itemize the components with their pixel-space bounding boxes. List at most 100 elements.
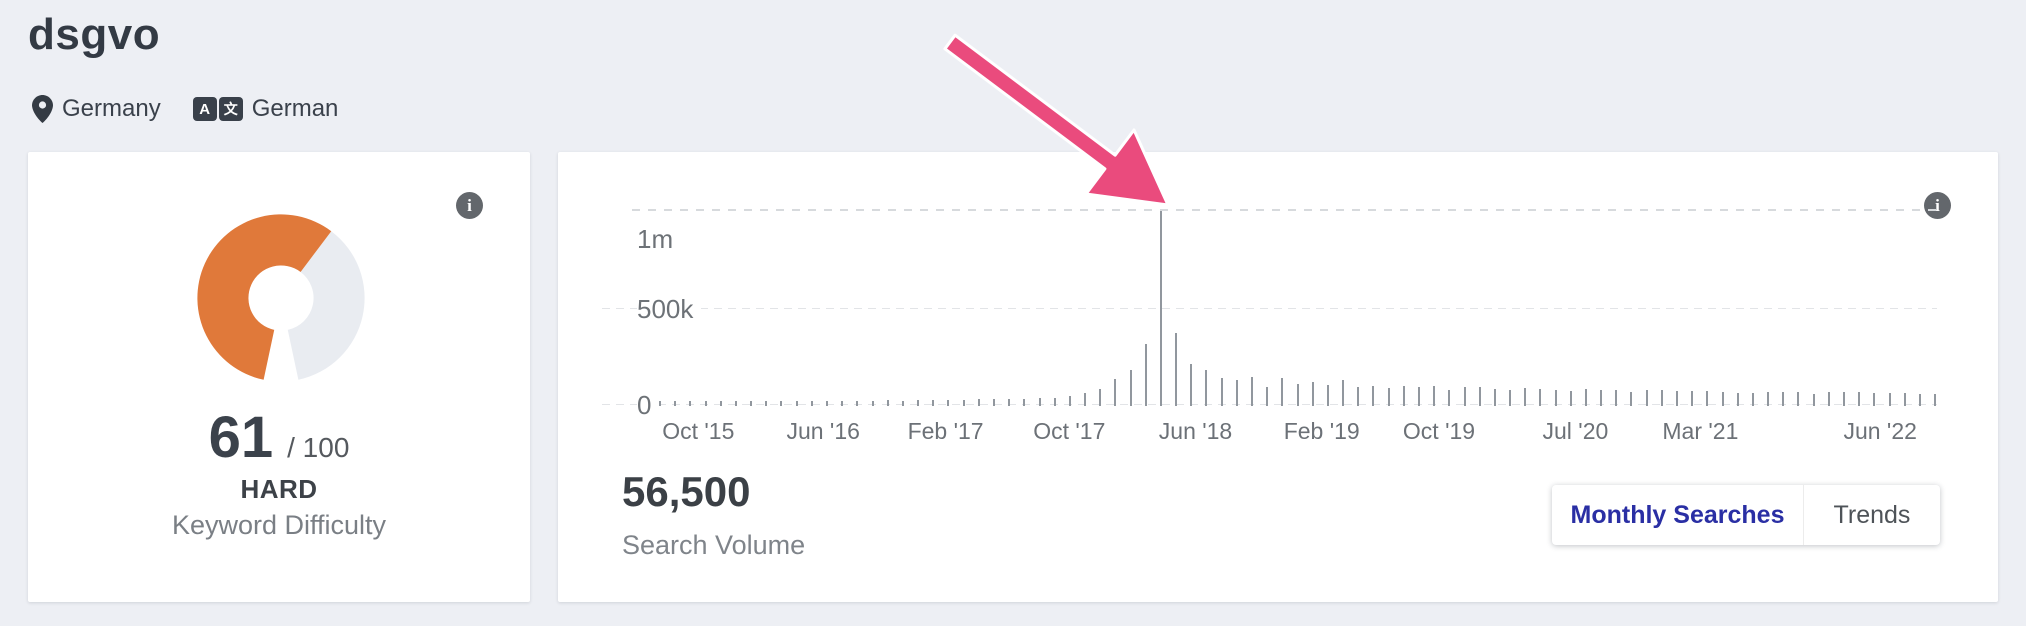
volume-bar xyxy=(1433,386,1436,406)
volume-bar xyxy=(1008,399,1011,406)
x-axis-label: Oct '19 xyxy=(1402,418,1476,444)
volume-bar xyxy=(1751,393,1754,406)
difficulty-score: 61 xyxy=(208,405,274,470)
volume-bar xyxy=(1068,395,1071,406)
volume-bar xyxy=(1554,390,1557,406)
page-title: dsgvo xyxy=(28,10,161,59)
volume-bar xyxy=(932,399,935,406)
volume-bar xyxy=(1205,370,1208,406)
x-axis-label: Jun '22 xyxy=(1843,418,1917,444)
x-axis-label: Jul '20 xyxy=(1542,418,1609,444)
volume-bar xyxy=(901,400,904,406)
volume-bar xyxy=(1676,390,1678,406)
tab-trends[interactable]: Trends xyxy=(1803,485,1940,545)
volume-bar xyxy=(1691,391,1694,406)
volume-bar xyxy=(1630,392,1633,406)
volume-bar xyxy=(674,401,677,406)
volume-bar xyxy=(1402,385,1405,406)
volume-bar xyxy=(1569,390,1572,406)
monthly-searches-chart: 1m 500k 0 Oct '15 Jun '16 Feb '17 Oct '17 Jun '… xyxy=(558,152,1998,602)
volume-bar xyxy=(1023,398,1026,406)
volume-bar xyxy=(871,400,874,406)
chart-tab-switcher: Monthly Searches Trends xyxy=(1552,485,1940,545)
location-label: Germany xyxy=(62,95,161,122)
volume-bar xyxy=(1357,386,1360,406)
volume-bar xyxy=(1311,382,1314,406)
difficulty-score-max: / 100 xyxy=(287,432,350,463)
volume-bar xyxy=(659,401,661,406)
volume-bar xyxy=(1736,392,1739,406)
volume-bar xyxy=(1767,391,1769,406)
x-axis-label: Jun '16 xyxy=(786,418,860,444)
volume-bar xyxy=(1417,386,1420,406)
tab-monthly-searches[interactable]: Monthly Searches xyxy=(1570,500,1785,529)
volume-bar xyxy=(1706,390,1709,406)
volume-bar xyxy=(826,400,828,406)
gridline-1m xyxy=(632,209,1937,211)
volume-bar xyxy=(719,401,722,406)
volume-bar xyxy=(917,400,919,406)
volume-bar xyxy=(1478,387,1481,406)
volume-bar xyxy=(1159,211,1162,406)
volume-bar xyxy=(1493,388,1496,406)
volume-bar xyxy=(1615,390,1618,406)
difficulty-score-row: 61 / 100 xyxy=(28,404,530,471)
language-icon: A 文 xyxy=(192,97,243,121)
keyword-meta-row: Germany A 文 German xyxy=(30,92,338,126)
volume-bar xyxy=(765,400,768,406)
volume-bar xyxy=(1888,392,1891,406)
volume-bar xyxy=(1175,333,1178,406)
volume-bar xyxy=(992,399,995,406)
language-icon-a: A xyxy=(192,97,217,121)
volume-bar xyxy=(1934,394,1936,406)
volume-bar xyxy=(841,400,844,406)
x-axis-label: Mar '21 xyxy=(1662,418,1739,444)
volume-bar xyxy=(1190,364,1193,406)
volume-bar xyxy=(1660,390,1663,406)
volume-bar xyxy=(1251,377,1253,406)
volume-bar xyxy=(886,400,889,406)
gridline-0 xyxy=(602,404,1937,405)
difficulty-info-button[interactable]: i xyxy=(456,192,483,219)
difficulty-gauge xyxy=(197,214,365,380)
volume-bar xyxy=(1721,392,1724,406)
x-axis-label: Oct '17 xyxy=(1033,418,1106,444)
volume-info-button[interactable]: i xyxy=(1924,192,1951,219)
x-axis-label: Oct '15 xyxy=(662,418,735,444)
volume-bar xyxy=(1038,398,1041,406)
volume-bar xyxy=(780,400,783,406)
volume-bar xyxy=(1827,392,1830,406)
search-volume-value: 56,500 xyxy=(622,468,751,515)
search-volume-card: i 1m 500k 0 Oct '15 Jun '16 Feb '17 Oct '17 Jun… xyxy=(558,152,1998,602)
difficulty-level-badge: HARD xyxy=(240,474,318,504)
info-icon: i xyxy=(1935,196,1940,215)
volume-bar xyxy=(1448,389,1451,406)
location-pin-icon xyxy=(32,95,53,123)
volume-bar xyxy=(1053,397,1056,406)
volume-bar xyxy=(1918,394,1921,406)
keyword-difficulty-card: i 61 / 100 HARD Keyword Difficulty xyxy=(28,152,530,602)
volume-bar xyxy=(1099,388,1102,406)
volume-bar xyxy=(1903,393,1906,406)
volume-bar xyxy=(962,399,965,406)
volume-bar xyxy=(795,400,798,406)
volume-bar xyxy=(1873,393,1876,406)
volume-bar xyxy=(1600,389,1603,406)
difficulty-card-label: Keyword Difficulty xyxy=(171,510,387,540)
volume-bar xyxy=(734,401,737,406)
volume-bar xyxy=(1812,394,1815,406)
volume-bar xyxy=(810,400,813,406)
volume-bar xyxy=(1296,383,1299,406)
volume-bar xyxy=(1645,389,1648,406)
volume-bar xyxy=(1235,380,1238,406)
volume-bar xyxy=(1220,378,1223,406)
volume-bar xyxy=(1842,392,1845,406)
volume-bar xyxy=(1144,344,1147,406)
search-volume-label: Search Volume xyxy=(622,530,806,560)
volume-bar xyxy=(1539,389,1542,406)
volume-bar xyxy=(1342,380,1344,406)
gauge-track xyxy=(287,231,365,380)
volume-bar xyxy=(1797,392,1800,406)
volume-bar xyxy=(1129,370,1132,406)
info-icon: i xyxy=(467,196,472,215)
